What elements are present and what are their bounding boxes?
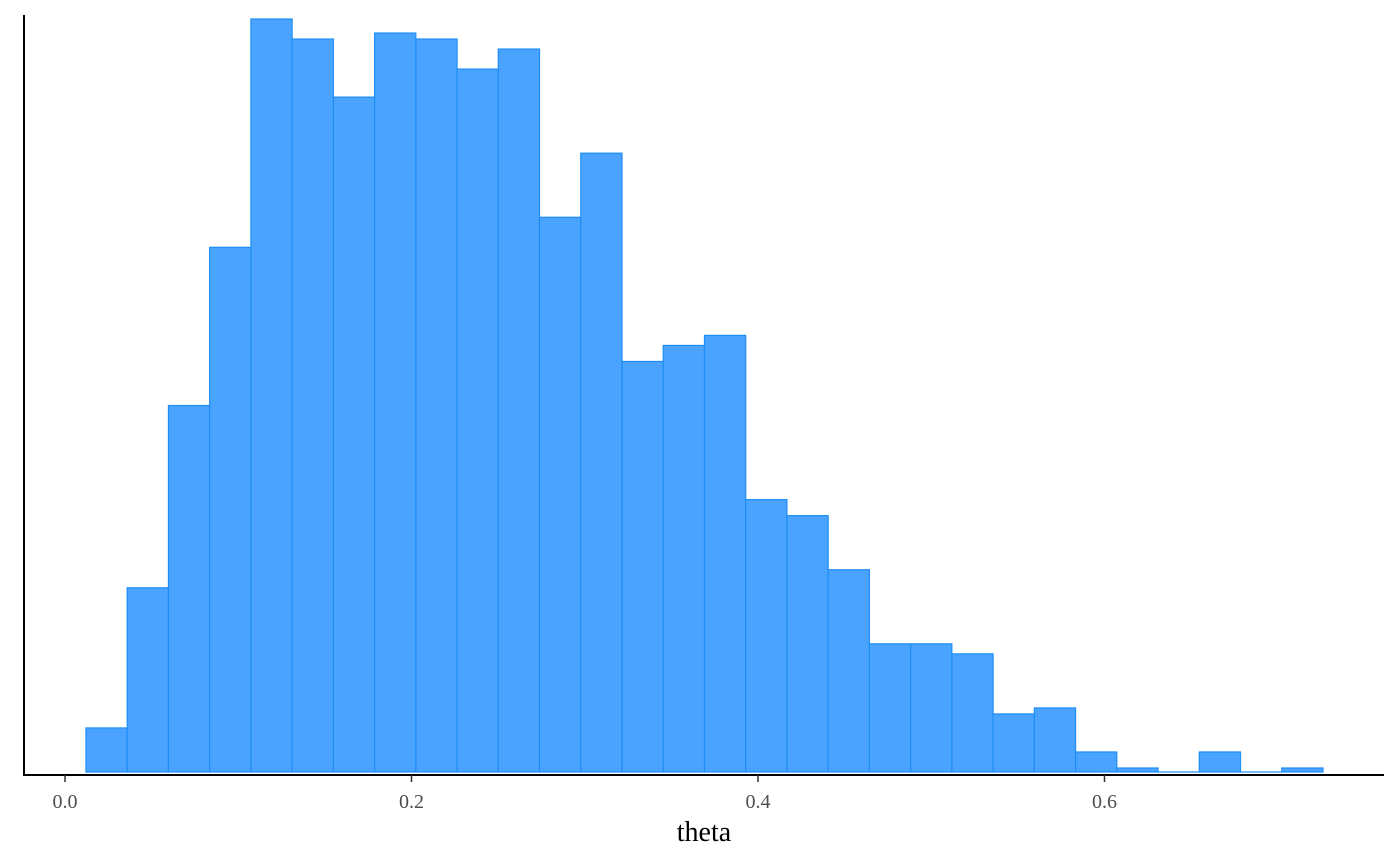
histogram-bar — [868, 643, 912, 773]
histogram-bar — [580, 152, 623, 773]
histogram-bar — [827, 569, 870, 773]
x-ticks: 0.0 0.2 0.4 0.6 — [53, 775, 1117, 813]
x-tick-label: 0.2 — [399, 791, 424, 813]
histogram-bar — [951, 653, 994, 773]
histogram-bar — [1281, 767, 1324, 773]
histogram-bar — [373, 32, 417, 773]
histogram-bar — [85, 727, 128, 773]
histogram-bar — [291, 38, 334, 773]
x-tick-label: 0.6 — [1092, 791, 1117, 813]
histogram-bar — [1116, 767, 1159, 773]
histogram-bar — [992, 713, 1035, 773]
bars — [85, 18, 1324, 773]
histogram-bar — [621, 360, 664, 773]
histogram-bar — [662, 344, 706, 773]
histogram-bar — [209, 246, 252, 773]
x-tick-label: 0.0 — [53, 791, 78, 813]
histogram-bar — [910, 643, 953, 773]
histogram-bar — [745, 499, 788, 773]
histogram-bar — [456, 68, 499, 773]
histogram-bar — [167, 404, 211, 773]
histogram-bar — [1033, 707, 1077, 773]
histogram-bar — [497, 48, 541, 773]
histogram-bar — [703, 334, 747, 773]
histogram-bar — [126, 587, 170, 773]
histogram-bar — [332, 96, 376, 773]
histogram-bar — [415, 38, 458, 773]
histogram-bar — [1074, 751, 1118, 773]
histogram-bar — [1198, 751, 1242, 773]
histogram-bar — [538, 216, 582, 773]
x-axis-title: theta — [677, 817, 732, 848]
x-tick-label: 0.4 — [746, 791, 771, 813]
histogram-bar — [250, 18, 293, 773]
histogram-bar — [786, 515, 829, 773]
